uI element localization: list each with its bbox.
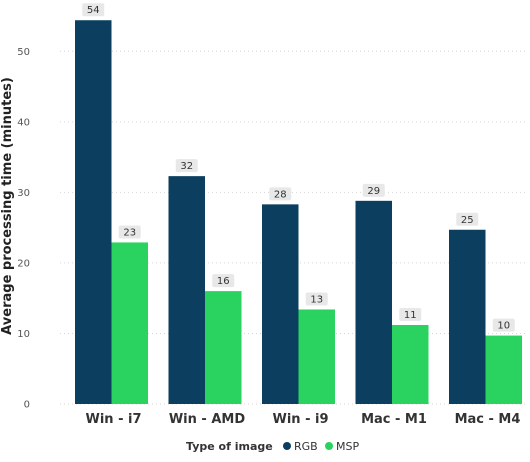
data-label-rgb-4: 29 <box>362 183 385 197</box>
bar-msp-3 <box>298 309 335 404</box>
bar-rgb-1 <box>75 20 112 404</box>
y-tick-label: 30 <box>17 188 30 199</box>
bar-rgb-4 <box>355 200 392 404</box>
data-label-badge <box>175 159 198 173</box>
data-label-text: 16 <box>217 276 230 287</box>
data-label-badge <box>492 318 515 332</box>
legend-marker-rgb <box>283 442 291 450</box>
legend: Type of image RGB MSP <box>186 440 359 453</box>
y-axis-title: Average processing time (minutes) <box>0 77 15 335</box>
bar-msp-2 <box>205 291 242 404</box>
data-label-msp-2: 16 <box>212 274 235 288</box>
legend-marker-msp <box>325 442 333 450</box>
data-label-msp-4: 11 <box>399 307 422 321</box>
data-label-text: 54 <box>87 5 100 16</box>
x-axis-categories: Win - i7 Win - AMD Win - i9 Mac - M1 Mac - M… <box>86 412 521 427</box>
legend-item-msp: MSP <box>336 440 359 453</box>
data-label-msp-5: 10 <box>492 318 515 332</box>
y-tick-label: 20 <box>17 258 30 269</box>
data-label-text: 25 <box>461 215 474 226</box>
data-label-text: 10 <box>497 321 510 332</box>
data-label-badge <box>362 183 385 197</box>
data-label-text: 29 <box>367 186 380 197</box>
data-label-rgb-5: 25 <box>456 212 479 226</box>
bar-msp-1 <box>111 242 148 404</box>
bar-rgb-3 <box>262 204 299 404</box>
data-label-text: 28 <box>274 189 287 200</box>
data-label-text: 11 <box>404 310 417 321</box>
legend-title: Type of image <box>186 440 273 453</box>
data-label-msp-3: 13 <box>305 292 328 306</box>
bar-msp-4 <box>392 324 429 404</box>
bar-msp-5 <box>485 335 522 404</box>
x-category-label: Win - i7 <box>86 412 142 427</box>
y-tick-label: 0 <box>24 400 30 411</box>
legend-item-rgb: RGB <box>294 440 318 453</box>
data-label-rgb-3: 28 <box>269 187 292 201</box>
data-label-rgb-1: 54 <box>82 3 105 17</box>
bars <box>75 20 522 404</box>
data-label-badge <box>456 212 479 226</box>
x-category-label: Win - i9 <box>273 412 329 427</box>
bar-rgb-2 <box>168 176 205 404</box>
data-label-text: 13 <box>310 294 323 305</box>
data-label-rgb-2: 32 <box>175 159 198 173</box>
data-labels: 54 23 32 16 28 13 29 11 25 10 <box>82 3 515 332</box>
data-label-badge <box>82 3 105 17</box>
data-label-msp-1: 23 <box>118 225 141 239</box>
data-label-text: 32 <box>180 161 193 172</box>
y-axis-ticks: 0 10 20 30 40 50 <box>17 47 30 411</box>
x-category-label: Mac - M1 <box>361 412 427 427</box>
data-label-text: 23 <box>123 227 136 238</box>
data-label-badge <box>399 307 422 321</box>
data-label-badge <box>118 225 141 239</box>
data-label-badge <box>305 292 328 306</box>
bar-rgb-5 <box>449 229 486 404</box>
data-label-badge <box>212 274 235 288</box>
data-label-badge <box>269 187 292 201</box>
x-category-label: Mac - M4 <box>455 412 521 427</box>
y-tick-label: 40 <box>17 117 30 128</box>
y-tick-label: 10 <box>17 329 30 340</box>
y-tick-label: 50 <box>17 47 30 58</box>
x-category-label: Win - AMD <box>169 412 245 427</box>
